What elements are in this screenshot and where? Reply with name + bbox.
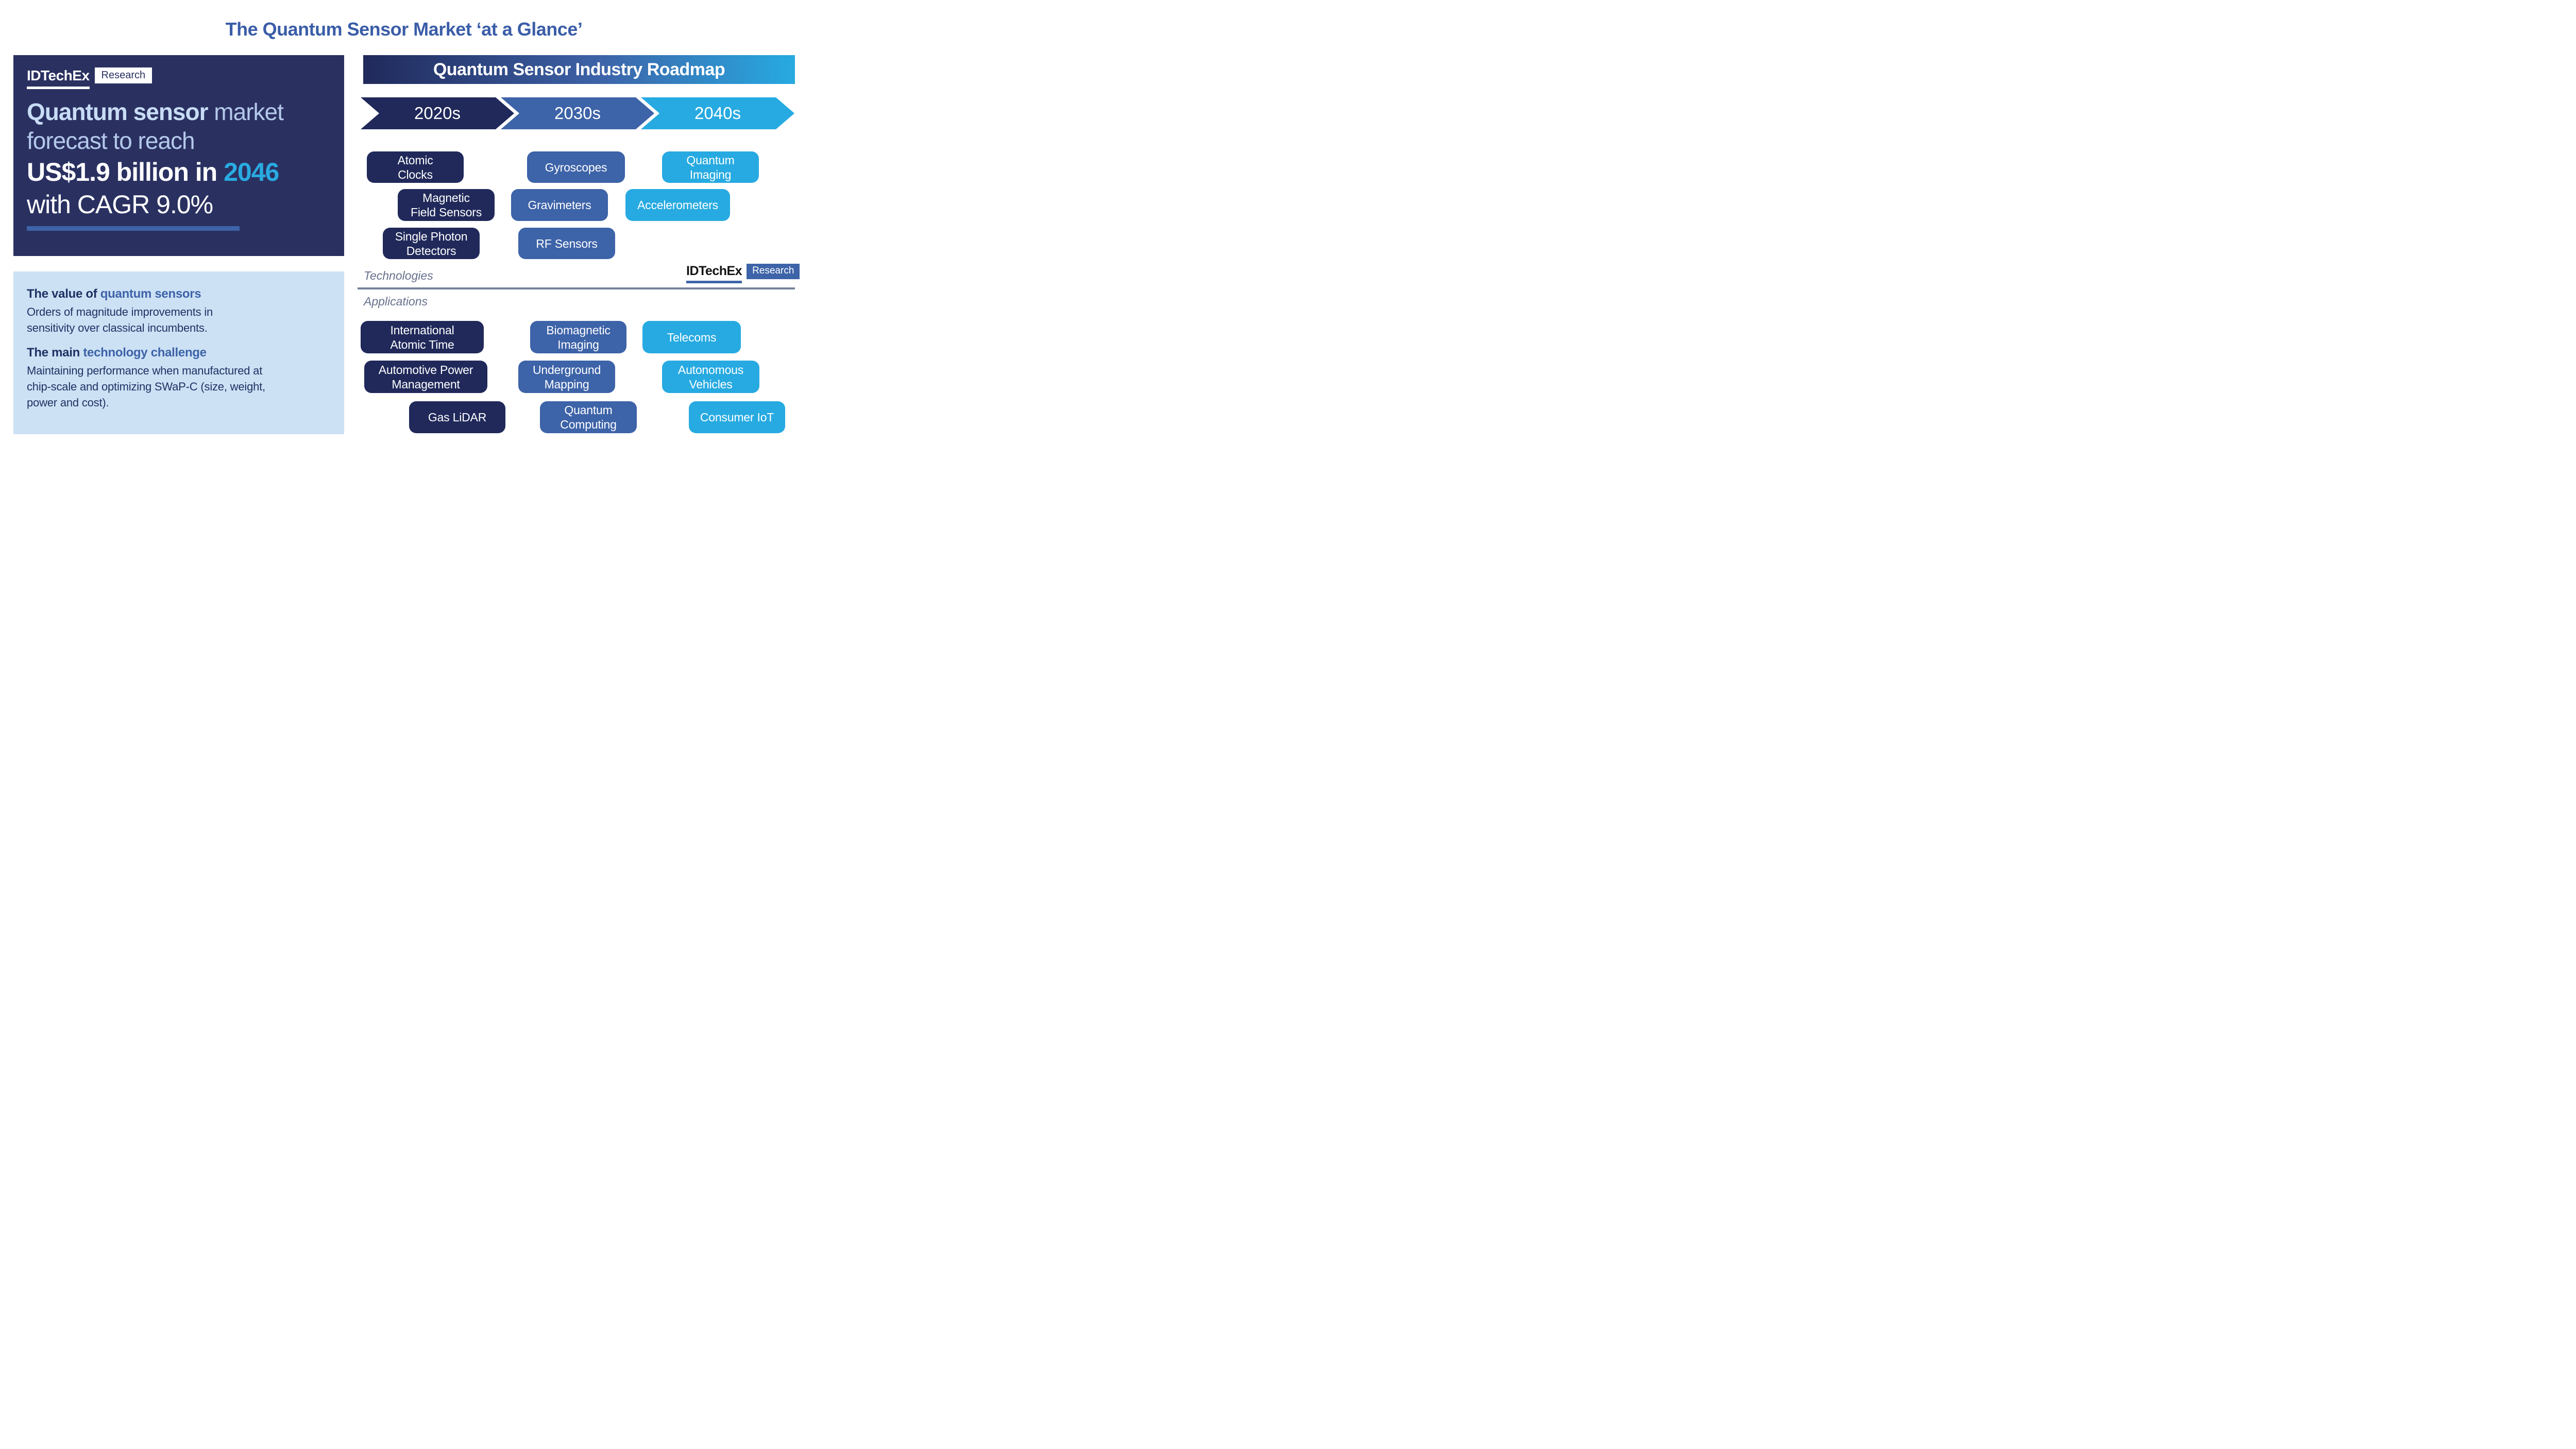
info-heading-challenge: The main technology challenge [27,345,332,361]
tech-pill-rf-sensors: RF Sensors [518,228,615,259]
forecast-value: US$1.9 billion in [27,158,224,186]
tech-pill-gyroscopes: Gyroscopes [527,151,625,183]
headline-underline-bar [27,226,240,231]
app-pill-gas-lidar: Gas LiDAR [409,401,505,433]
info-panel: The value of quantum sensors Orders of m… [13,271,344,434]
forecast-panel: IDTechEx Research Quantum sensor market … [13,55,344,256]
research-badge: Research [94,67,152,83]
chevron-2020s: 2020s [361,97,514,129]
tech-pill-magnetic-field-sensors: Magnetic Field Sensors [398,189,495,221]
headline-line2: forecast to reach [27,127,195,154]
technologies-label: Technologies [364,269,433,282]
technologies-applications-divider [358,287,795,289]
app-pill-underground-mapping: Underground Mapping [518,361,615,393]
tech-pill-single-photon-detectors: Single Photon Detectors [383,228,480,259]
app-pill-autonomous-vehicles: Autonomous Vehicles [662,361,759,393]
forecast-year: 2046 [224,158,279,186]
chevron-2040s: 2040s [641,97,794,129]
app-pill-automotive-power-management: Automotive Power Management [364,361,487,393]
idtechex-logo: IDTechEx Research [27,67,331,89]
headline-line1-rest: market [208,98,284,125]
forecast-headline: Quantum sensor market forecast to reach … [27,97,331,231]
roadmap-idtechex-brand-underline [686,281,742,283]
roadmap-idtechex-logo: IDTechEx Research [686,264,800,283]
headline-line1-bold: Quantum sensor [27,98,209,125]
roadmap-research-badge: Research [747,264,800,279]
applications-label: Applications [364,295,428,308]
infographic-canvas: The Quantum Sensor Market ‘at a Glance’ … [0,0,808,454]
page-title: The Quantum Sensor Market ‘at a Glance’ [225,19,583,40]
headline-value-line: US$1.9 billion in 2046 [27,155,331,189]
headline-line1: Quantum sensor market [27,97,331,126]
tech-pill-gravimeters: Gravimeters [511,189,608,221]
app-pill-consumer-iot: Consumer IoT [689,401,785,433]
idtechex-brand-underline [27,87,90,89]
app-pill-telecoms: Telecoms [642,321,741,353]
roadmap-header: Quantum Sensor Industry Roadmap [363,55,795,84]
info-heading1-dark: The value of [27,287,100,301]
info-spacer [27,336,332,345]
idtechex-brand: IDTechEx [27,67,90,89]
info-heading-value: The value of quantum sensors [27,286,332,302]
info-body-challenge: Maintaining performance when manufacture… [27,364,265,409]
roadmap-idtechex-brand: IDTechEx [686,264,742,283]
app-pill-biomagnetic-imaging: Biomagnetic Imaging [530,321,626,353]
info-heading1-accent: quantum sensors [100,287,201,301]
roadmap-idtechex-brand-text: IDTechEx [686,264,742,278]
info-heading2-accent: technology challenge [83,346,207,360]
tech-pill-quantum-imaging: Quantum Imaging [662,151,759,183]
info-body-value: Orders of magnitude improvements in sens… [27,305,213,334]
idtechex-brand-text: IDTechEx [27,67,90,83]
tech-pill-accelerometers: Accelerometers [625,189,730,221]
app-pill-international-atomic-time: International Atomic Time [361,321,484,353]
app-pill-quantum-computing: Quantum Computing [540,401,637,433]
tech-pill-atomic-clocks: Atomic Clocks [367,151,464,183]
info-heading2-dark: The main [27,346,83,360]
cagr-line: with CAGR 9.0% [27,190,213,219]
chevron-2030s: 2030s [501,97,654,129]
